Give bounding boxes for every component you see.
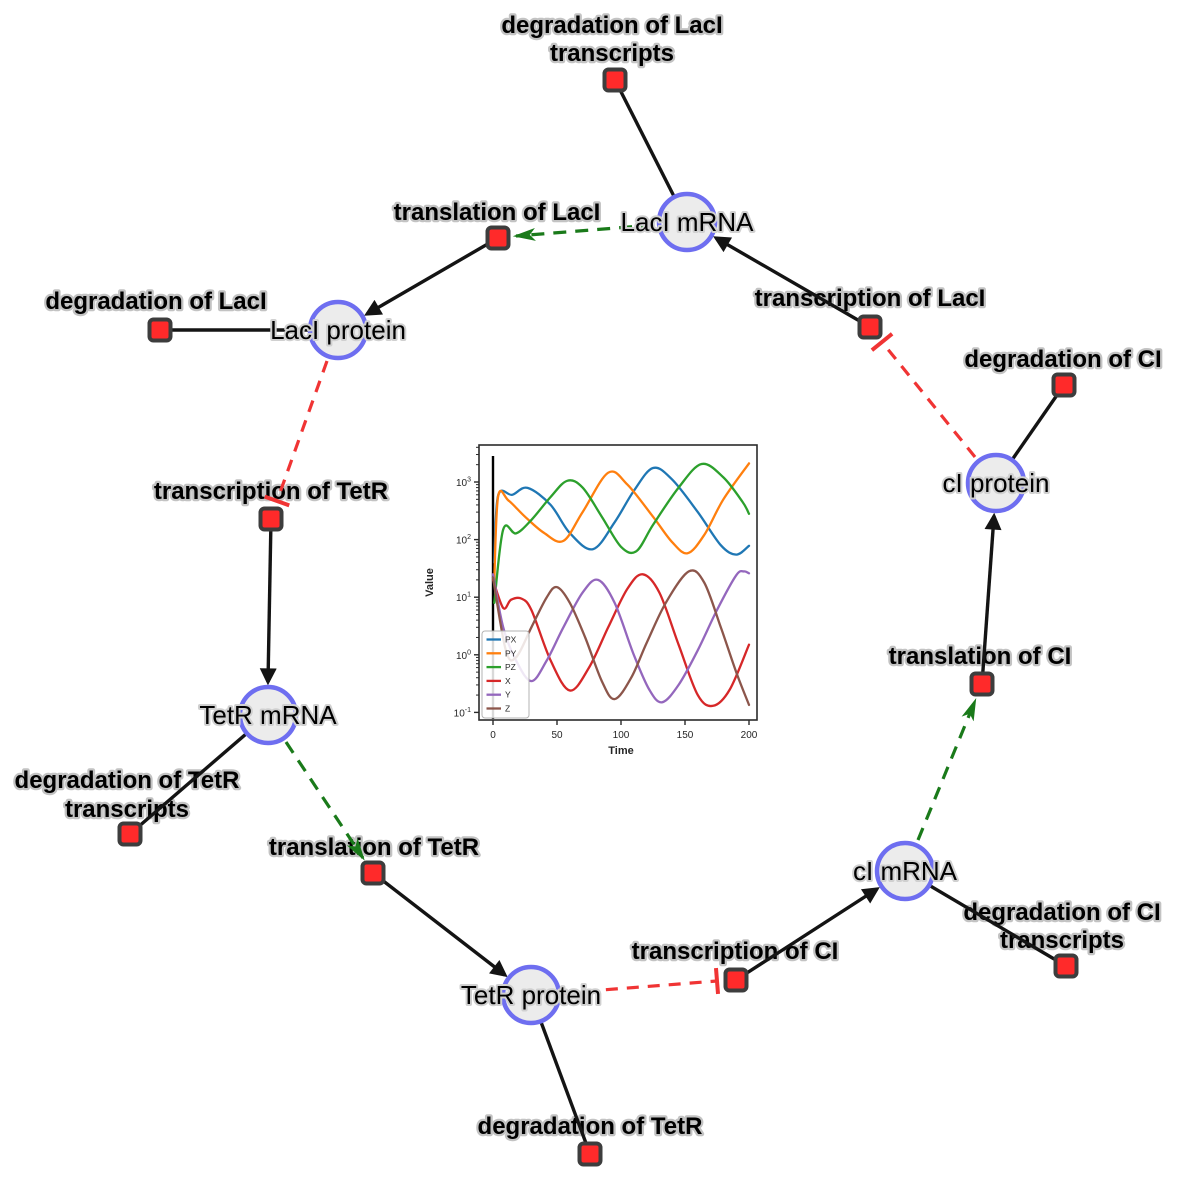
legend-label-Z: Z [505,704,510,714]
deg-ci-transcripts-label: transcripts [1000,927,1124,954]
plot-spines [478,444,758,721]
x-tick-label: 100 [613,730,630,741]
legend-label-X: X [505,676,511,686]
transcription-laci-reaction-node [857,314,883,340]
inhibition-edge-laci-protein-to-transcription-tetr [275,360,329,502]
modifier-edge-tetr-mrna-to-translation-tetr [284,741,365,861]
legend-label-Y: Y [505,690,511,700]
production-edge-translation-tetr-to-tetr-protein [371,871,508,978]
deg-tetr-reaction-node [577,1141,603,1167]
timecourse-inset-plot: 0 50 100 150 20010310210110010-1TimeValuePXP… [424,444,758,757]
transcription-ci-label: transcription of CI [632,938,839,965]
series-Y [491,569,751,704]
deg-laci-transcripts-label: transcripts [550,40,674,67]
edges-layer [128,79,1067,1155]
y-tick-label: 102 [456,534,471,547]
deg-laci-transcripts-reaction-node [602,67,628,93]
y-axis-label: Value [424,568,436,597]
x-tick-label: 150 [677,730,694,741]
species-nodes-layer [237,191,1027,1026]
ci-mrna-label: cI mRNA [853,856,958,886]
y-tick-label: 100 [456,649,471,662]
modifier-edge-laci-mrna-to-translation-laci [512,223,655,241]
translation-laci-reaction-node [485,225,511,251]
y-tick-label: 10-1 [454,707,471,720]
ci-protein-label: cI protein [943,468,1050,498]
deg-ci-label: degradation of CI [964,346,1161,373]
inhibition-tbar-transcription-tetr [264,494,290,508]
transcription-tetr-reaction-node [258,506,284,532]
inhibition-edge-tetr-protein-to-transcription-ci [563,979,718,995]
legend-label-PY: PY [505,648,517,658]
ci-protein-node [965,452,1027,514]
x-tick-label: 200 [741,730,758,741]
production-edge-transcription-ci-to-ci-mrna [735,887,880,982]
series-X [491,573,751,708]
tetr-protein-node [500,964,562,1026]
laci-protein-node [307,299,369,361]
deg-tetr-transcripts-label: degradation of TetR [15,767,240,794]
species-labels-layer: LacI mRNA LacI protein TetR mRNA TetR prote… [197,205,1051,1012]
series-PZ [493,462,751,604]
production-edge-transcription-laci-to-laci-mrna [713,236,871,329]
series-PX [493,466,751,564]
y-tick-label: 101 [456,592,471,605]
inhibition-tbar-transcription-laci [870,332,894,352]
laci-mrna-label: LacI mRNA [621,207,755,237]
laci-protein-label: LacI protein [270,315,406,345]
legend: PX PY PZ XYZ [481,630,530,719]
modifier-edge-ci-mrna-to-translation-ci [916,697,977,841]
transcription-laci-label: transcription of LacI [755,285,986,312]
deg-tetr-transcripts-label: transcripts [65,796,189,823]
transcription-ci-reaction-node [723,967,749,993]
y-tick-label: 103 [456,477,471,490]
deg-laci-transcripts-label: degradation of LacI [501,12,722,39]
deg-ci-transcripts-label: degradation of CI [963,899,1160,926]
laci-mrna-node [656,191,718,253]
deg-ci-reaction-node [1051,372,1077,398]
deg-tetr-transcripts-reaction-node [117,821,143,847]
tetr-mrna-node [237,684,299,746]
consumption-edge-ci-mrna-to-deg-ci-transcripts [904,869,1067,968]
x-tick-label: 0 [490,730,496,741]
production-edge-translation-ci-to-ci-protein [980,512,1002,685]
inhibition-tbar-transcription-ci [713,967,721,995]
series-PY [493,462,751,582]
ci-mrna-node [874,840,936,902]
consumption-edge-tetr-mrna-to-deg-tetr-transcripts [128,713,270,836]
translation-tetr-label: translation of TetR [269,834,479,861]
inhibition-edge-ci-protein-to-transcription-laci [880,340,977,459]
production-edge-transcription-tetr-to-tetr-mrna [259,518,277,686]
x-tick-label: 50 [551,730,563,741]
deg-laci-reaction-node [147,317,173,343]
deg-ci-transcripts-reaction-node [1053,953,1079,979]
legend-label-PX: PX [505,635,517,645]
translation-ci-reaction-node [969,671,995,697]
reaction-nodes-layer [117,67,1079,1167]
tetr-protein-label: TetR protein [461,980,601,1010]
production-edge-translation-laci-to-laci-protein [364,236,499,316]
x-axis-label: Time [608,745,633,757]
tetr-mrna-label: TetR mRNA [199,700,337,730]
translation-tetr-reaction-node [360,860,386,886]
legend-label-PZ: PZ [505,662,516,672]
deg-tetr-label: degradation of TetR [478,1113,703,1140]
translation-laci-label: translation of LacI [394,199,601,226]
deg-laci-label: degradation of LacI [45,288,266,315]
translation-ci-label: translation of CI [889,643,1072,670]
